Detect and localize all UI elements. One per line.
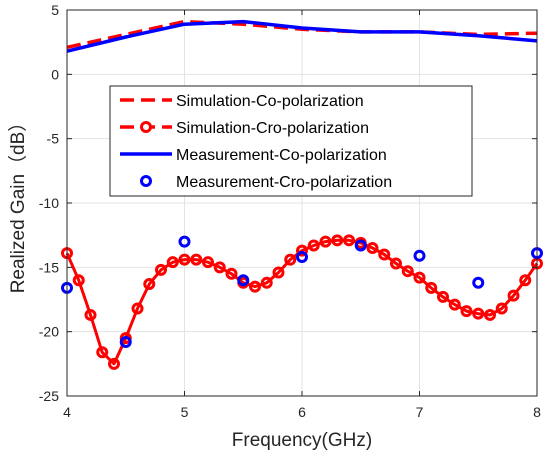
legend-swatch-marker xyxy=(140,175,152,187)
point-simulation-cro-polarization xyxy=(472,307,485,320)
point-simulation-cro-polarization xyxy=(213,261,226,274)
point-measurement-cro-polarization xyxy=(237,274,250,287)
point-simulation-cro-polarization xyxy=(401,265,414,278)
point-simulation-cro-polarization xyxy=(366,242,379,255)
point-simulation-cro-polarization xyxy=(155,263,167,276)
point-simulation-cro-polarization xyxy=(319,235,332,248)
y-tick-label: -5 xyxy=(47,131,60,147)
point-measurement-cro-polarization xyxy=(119,335,132,348)
y-tick-label: -25 xyxy=(39,388,59,404)
legend-item-measurement-cro-polarization: Measurement-Cro-polarization xyxy=(140,174,392,191)
y-tick-label: 5 xyxy=(51,2,59,18)
point-simulation-cro-polarization xyxy=(448,298,461,311)
y-axis-label: Realized Gain（dB） xyxy=(7,113,29,294)
point-simulation-cro-polarization xyxy=(390,257,402,270)
point-simulation-cro-polarization xyxy=(284,253,297,266)
point-measurement-cro-polarization xyxy=(472,276,485,289)
x-tick-label: 8 xyxy=(533,404,541,420)
point-measurement-cro-polarization xyxy=(178,235,191,248)
ticks: 4 5 6 7 8 5 0 -5 -10 -15 -20 -25 xyxy=(39,2,541,420)
legend-item-simulation-co-polarization: Simulation-Co-polarization xyxy=(120,93,364,110)
series-line-measurement-co-polarization xyxy=(66,19,538,53)
y-tick-label: -10 xyxy=(39,195,59,211)
point-simulation-cro-polarization xyxy=(296,244,308,257)
point-simulation-cro-polarization xyxy=(307,239,320,252)
point-simulation-cro-polarization xyxy=(249,280,261,293)
legend-label: Simulation-Cro-polarization xyxy=(176,120,369,137)
point-measurement-cro-polarization xyxy=(354,239,367,252)
y-tick-label: -15 xyxy=(39,259,59,275)
point-measurement-cro-polarization xyxy=(296,251,308,264)
x-tick-label: 7 xyxy=(416,404,424,420)
legend-swatch-marker xyxy=(140,121,152,133)
x-tick-label: 6 xyxy=(298,404,306,420)
x-tick-label: 4 xyxy=(63,404,71,420)
legend-box xyxy=(109,85,473,197)
point-simulation-cro-polarization xyxy=(437,290,449,303)
y-tick-label: 0 xyxy=(51,66,59,82)
point-simulation-cro-polarization xyxy=(143,278,156,291)
point-simulation-cro-polarization xyxy=(190,253,203,266)
point-simulation-cro-polarization xyxy=(178,253,191,266)
point-simulation-cro-polarization xyxy=(519,274,532,287)
y-tick-label: -20 xyxy=(39,324,59,340)
point-simulation-cro-polarization xyxy=(484,308,496,321)
point-simulation-cro-polarization xyxy=(413,271,426,284)
legend-item-measurement-co-polarization: Measurement-Co-polarization xyxy=(120,147,387,164)
legend-item-simulation-cro-polarization: Simulation-Cro-polarization xyxy=(120,120,369,137)
legend-label: Measurement-Cro-polarization xyxy=(176,174,392,191)
point-simulation-cro-polarization xyxy=(96,346,109,359)
point-simulation-cro-polarization xyxy=(378,248,391,261)
point-simulation-cro-polarization xyxy=(260,276,273,289)
point-simulation-cro-polarization xyxy=(460,305,473,318)
legend-label: Measurement-Co-polarization xyxy=(176,147,387,164)
point-simulation-cro-polarization xyxy=(225,267,238,280)
series-layer xyxy=(61,19,543,370)
point-simulation-cro-polarization xyxy=(425,281,438,294)
legend-label: Simulation-Co-polarization xyxy=(176,93,364,110)
point-simulation-cro-polarization xyxy=(108,357,120,370)
point-simulation-cro-polarization xyxy=(202,256,214,269)
point-simulation-cro-polarization xyxy=(131,302,144,315)
point-simulation-cro-polarization xyxy=(331,234,344,247)
point-simulation-cro-polarization xyxy=(507,289,520,302)
point-measurement-cro-polarization xyxy=(413,249,426,262)
point-simulation-cro-polarization xyxy=(272,266,285,279)
point-simulation-cro-polarization xyxy=(72,274,85,287)
x-axis-label: Frequency(GHz) xyxy=(232,430,372,451)
point-simulation-cro-polarization xyxy=(495,302,508,315)
x-tick-label: 5 xyxy=(181,404,189,420)
grid xyxy=(67,10,537,396)
point-simulation-cro-polarization xyxy=(166,256,179,269)
point-simulation-cro-polarization xyxy=(84,308,97,321)
point-simulation-cro-polarization xyxy=(343,234,355,247)
legend: Simulation-Co-polarization Simulation-Cro… xyxy=(109,85,473,197)
